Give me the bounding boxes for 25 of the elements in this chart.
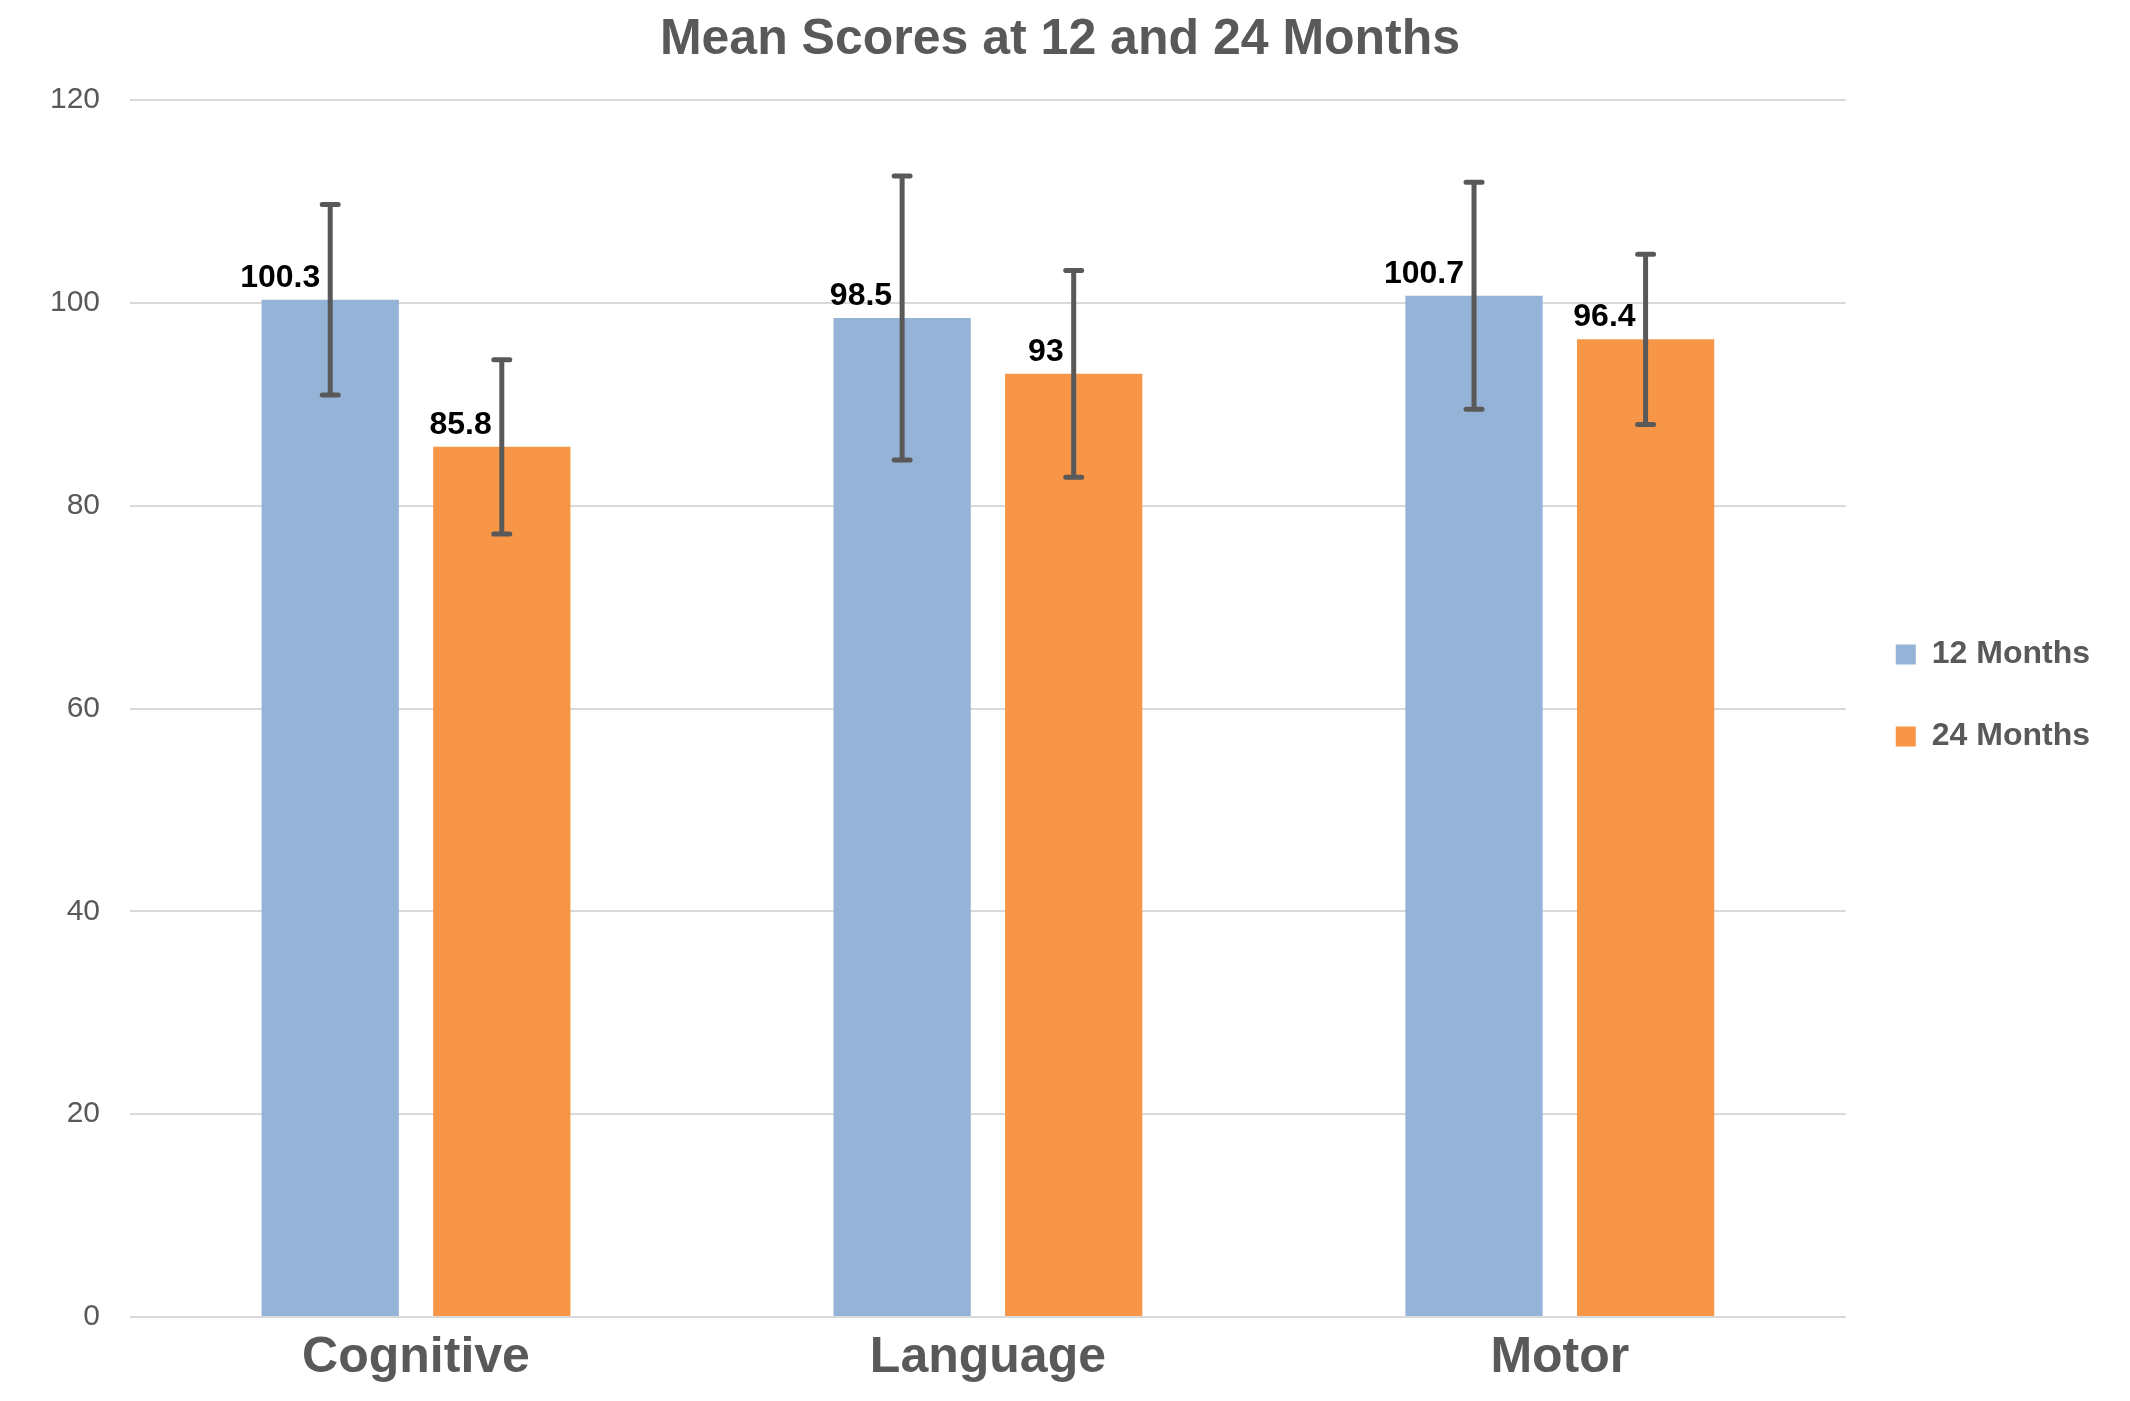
data-label: 100.3 bbox=[240, 257, 321, 294]
bar bbox=[1576, 339, 1715, 1316]
data-label: 98.5 bbox=[829, 275, 893, 312]
data-label: 85.8 bbox=[429, 404, 492, 441]
bar bbox=[1405, 295, 1543, 1316]
y-tick-label: 40 bbox=[66, 892, 101, 926]
chart-title: Mean Scores at 12 and 24 Months bbox=[659, 8, 1461, 65]
legend-label: 12 Months bbox=[1931, 634, 2090, 671]
legend-label: 24 Months bbox=[1931, 716, 2090, 753]
x-tick-label: Cognitive bbox=[302, 1326, 530, 1383]
y-tick-label: 60 bbox=[66, 689, 101, 723]
bar bbox=[261, 299, 399, 1316]
data-label: 93 bbox=[1028, 331, 1064, 368]
y-tick-label: 120 bbox=[49, 81, 101, 115]
data-label: 100.7 bbox=[1383, 253, 1465, 290]
x-tick-label: Language bbox=[869, 1326, 1106, 1383]
bar bbox=[833, 318, 971, 1316]
y-tick-label: 20 bbox=[66, 1095, 101, 1129]
bar bbox=[1005, 373, 1143, 1316]
bar bbox=[433, 446, 571, 1316]
x-tick-label: Motor bbox=[1490, 1326, 1630, 1383]
y-tick-label: 0 bbox=[83, 1298, 101, 1332]
y-tick-label: 80 bbox=[66, 486, 101, 520]
data-label: 96.4 bbox=[1573, 297, 1636, 334]
y-tick-label: 100 bbox=[49, 284, 101, 318]
